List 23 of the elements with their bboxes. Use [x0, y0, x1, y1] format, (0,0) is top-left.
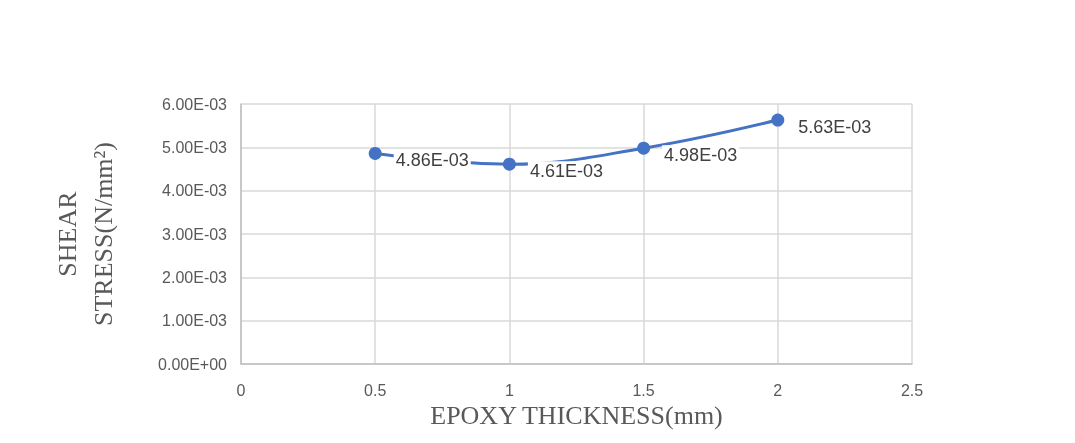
y-tick-label: 5.00E-03	[162, 138, 228, 156]
x-tick-label: 0.5	[364, 381, 387, 399]
y-axis-title: SHEAR STRESS(N/mm²)	[52, 141, 118, 327]
y-tick-label: 4.00E-03	[162, 182, 228, 200]
point	[502, 157, 516, 171]
point	[771, 113, 785, 127]
data-label: 4.86E-03	[395, 150, 469, 171]
data-label: 4.61E-03	[529, 161, 603, 182]
x-tick-label: 2.5	[900, 381, 924, 399]
data-label: 5.63E-03	[798, 117, 872, 138]
x-axis-title: EPOXY THICKNESS(mm)	[430, 401, 723, 431]
point	[637, 141, 651, 155]
y-tick-label: 6.00E-03	[162, 95, 228, 113]
y-tick-label: 0.00E+00	[158, 355, 228, 373]
data-label: 4.98E-03	[664, 145, 738, 166]
x-tick-label: 2	[773, 381, 783, 399]
x-tick-label: 1	[504, 381, 514, 399]
y-tick-label: 1.00E-03	[162, 312, 228, 330]
x-tick-label: 0	[236, 381, 246, 399]
x-tick-label: 1.5	[632, 381, 655, 399]
y-tick-label: 2.00E-03	[162, 268, 228, 286]
point	[368, 146, 382, 160]
y-tick-label: 3.00E-03	[162, 225, 228, 243]
